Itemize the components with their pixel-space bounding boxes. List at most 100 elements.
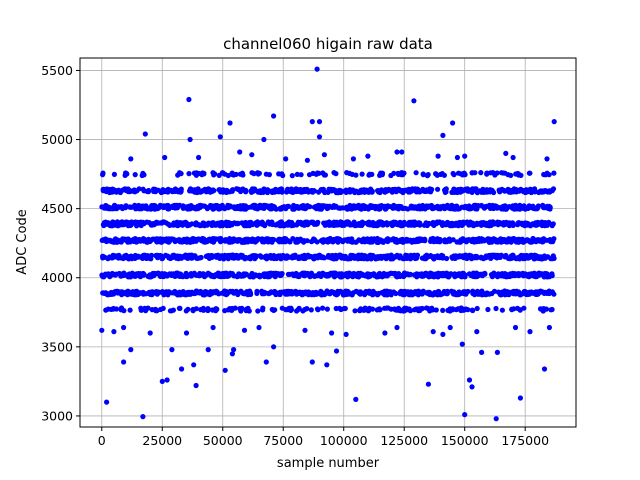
data-point bbox=[256, 205, 262, 211]
data-point bbox=[396, 221, 402, 227]
outlier-point bbox=[399, 149, 405, 155]
data-point bbox=[438, 204, 444, 210]
data-point bbox=[172, 290, 178, 296]
outlier-point bbox=[474, 329, 480, 335]
data-point bbox=[255, 221, 261, 228]
outlier-point bbox=[271, 113, 277, 119]
outlier-point bbox=[169, 347, 175, 353]
data-point bbox=[103, 307, 109, 313]
data-point bbox=[399, 272, 405, 278]
data-point bbox=[428, 291, 434, 297]
data-point bbox=[357, 237, 363, 243]
data-point bbox=[294, 171, 300, 177]
outlier-point bbox=[546, 324, 553, 331]
outlier-point bbox=[316, 119, 323, 125]
data-point bbox=[449, 220, 455, 226]
data-point bbox=[261, 205, 267, 211]
data-point bbox=[524, 237, 530, 243]
data-point bbox=[513, 187, 519, 193]
data-point bbox=[276, 171, 282, 177]
data-point bbox=[422, 238, 428, 244]
data-point bbox=[512, 273, 518, 279]
data-point bbox=[120, 236, 126, 242]
data-point bbox=[450, 291, 456, 297]
outlier-point bbox=[382, 330, 388, 336]
outlier-point bbox=[353, 396, 359, 402]
data-point bbox=[125, 288, 131, 294]
outlier-point bbox=[321, 152, 327, 158]
data-point bbox=[520, 238, 526, 244]
outlier-point bbox=[140, 414, 146, 420]
data-point bbox=[100, 172, 106, 178]
data-point bbox=[342, 305, 348, 312]
data-point bbox=[280, 172, 286, 179]
outlier-point bbox=[142, 131, 148, 137]
data-point bbox=[301, 255, 307, 262]
data-point bbox=[452, 274, 458, 280]
data-point bbox=[238, 288, 244, 294]
data-point bbox=[278, 186, 284, 192]
data-point bbox=[352, 308, 358, 314]
data-point bbox=[327, 290, 333, 296]
data-point bbox=[110, 219, 116, 225]
data-point bbox=[509, 307, 515, 313]
data-point bbox=[250, 274, 257, 280]
outlier-point bbox=[104, 399, 110, 405]
data-point bbox=[320, 270, 326, 276]
data-point bbox=[443, 289, 449, 296]
data-point bbox=[424, 252, 430, 258]
data-point bbox=[301, 272, 307, 278]
data-point bbox=[403, 255, 409, 261]
data-point bbox=[124, 171, 130, 177]
data-point bbox=[337, 205, 343, 211]
data-point bbox=[277, 255, 283, 261]
data-point bbox=[396, 203, 402, 209]
data-point bbox=[398, 308, 404, 314]
data-point bbox=[295, 307, 301, 313]
data-point bbox=[136, 221, 142, 227]
x-axis-label: sample number bbox=[277, 456, 380, 471]
data-point bbox=[184, 223, 191, 229]
data-point bbox=[317, 290, 323, 296]
data-point bbox=[296, 255, 302, 261]
outlier-point bbox=[551, 119, 557, 125]
outlier-point bbox=[121, 324, 127, 331]
data-point bbox=[177, 292, 183, 298]
data-point bbox=[525, 204, 532, 211]
data-point bbox=[461, 204, 467, 210]
data-point bbox=[211, 172, 217, 178]
data-point bbox=[311, 236, 317, 242]
outlier-point bbox=[304, 157, 310, 163]
data-point bbox=[249, 187, 255, 193]
data-point bbox=[332, 270, 338, 276]
data-point bbox=[324, 306, 330, 312]
data-point bbox=[392, 203, 398, 210]
data-point bbox=[238, 306, 244, 312]
data-point bbox=[526, 291, 533, 297]
outlier-point bbox=[128, 156, 134, 162]
data-point bbox=[221, 288, 228, 294]
data-point bbox=[201, 236, 207, 242]
data-point bbox=[176, 222, 182, 228]
data-point bbox=[347, 270, 353, 276]
outlier-point bbox=[205, 347, 211, 353]
outlier-point bbox=[147, 330, 153, 336]
data-point bbox=[116, 238, 122, 245]
data-point bbox=[357, 308, 363, 314]
adc-band bbox=[100, 186, 557, 196]
outlier-point bbox=[229, 351, 235, 357]
data-point bbox=[243, 239, 249, 245]
data-point bbox=[522, 253, 528, 259]
data-point bbox=[269, 206, 275, 212]
data-point bbox=[471, 223, 477, 229]
y-tick-label: 3500 bbox=[41, 339, 73, 354]
outlier-point bbox=[241, 327, 248, 333]
data-point bbox=[474, 288, 481, 294]
data-point bbox=[100, 255, 106, 261]
y-tick-label: 4000 bbox=[41, 270, 73, 285]
data-point bbox=[424, 173, 430, 179]
data-point bbox=[261, 289, 268, 296]
data-point bbox=[277, 291, 283, 298]
data-point bbox=[520, 189, 527, 195]
data-point bbox=[469, 170, 475, 176]
